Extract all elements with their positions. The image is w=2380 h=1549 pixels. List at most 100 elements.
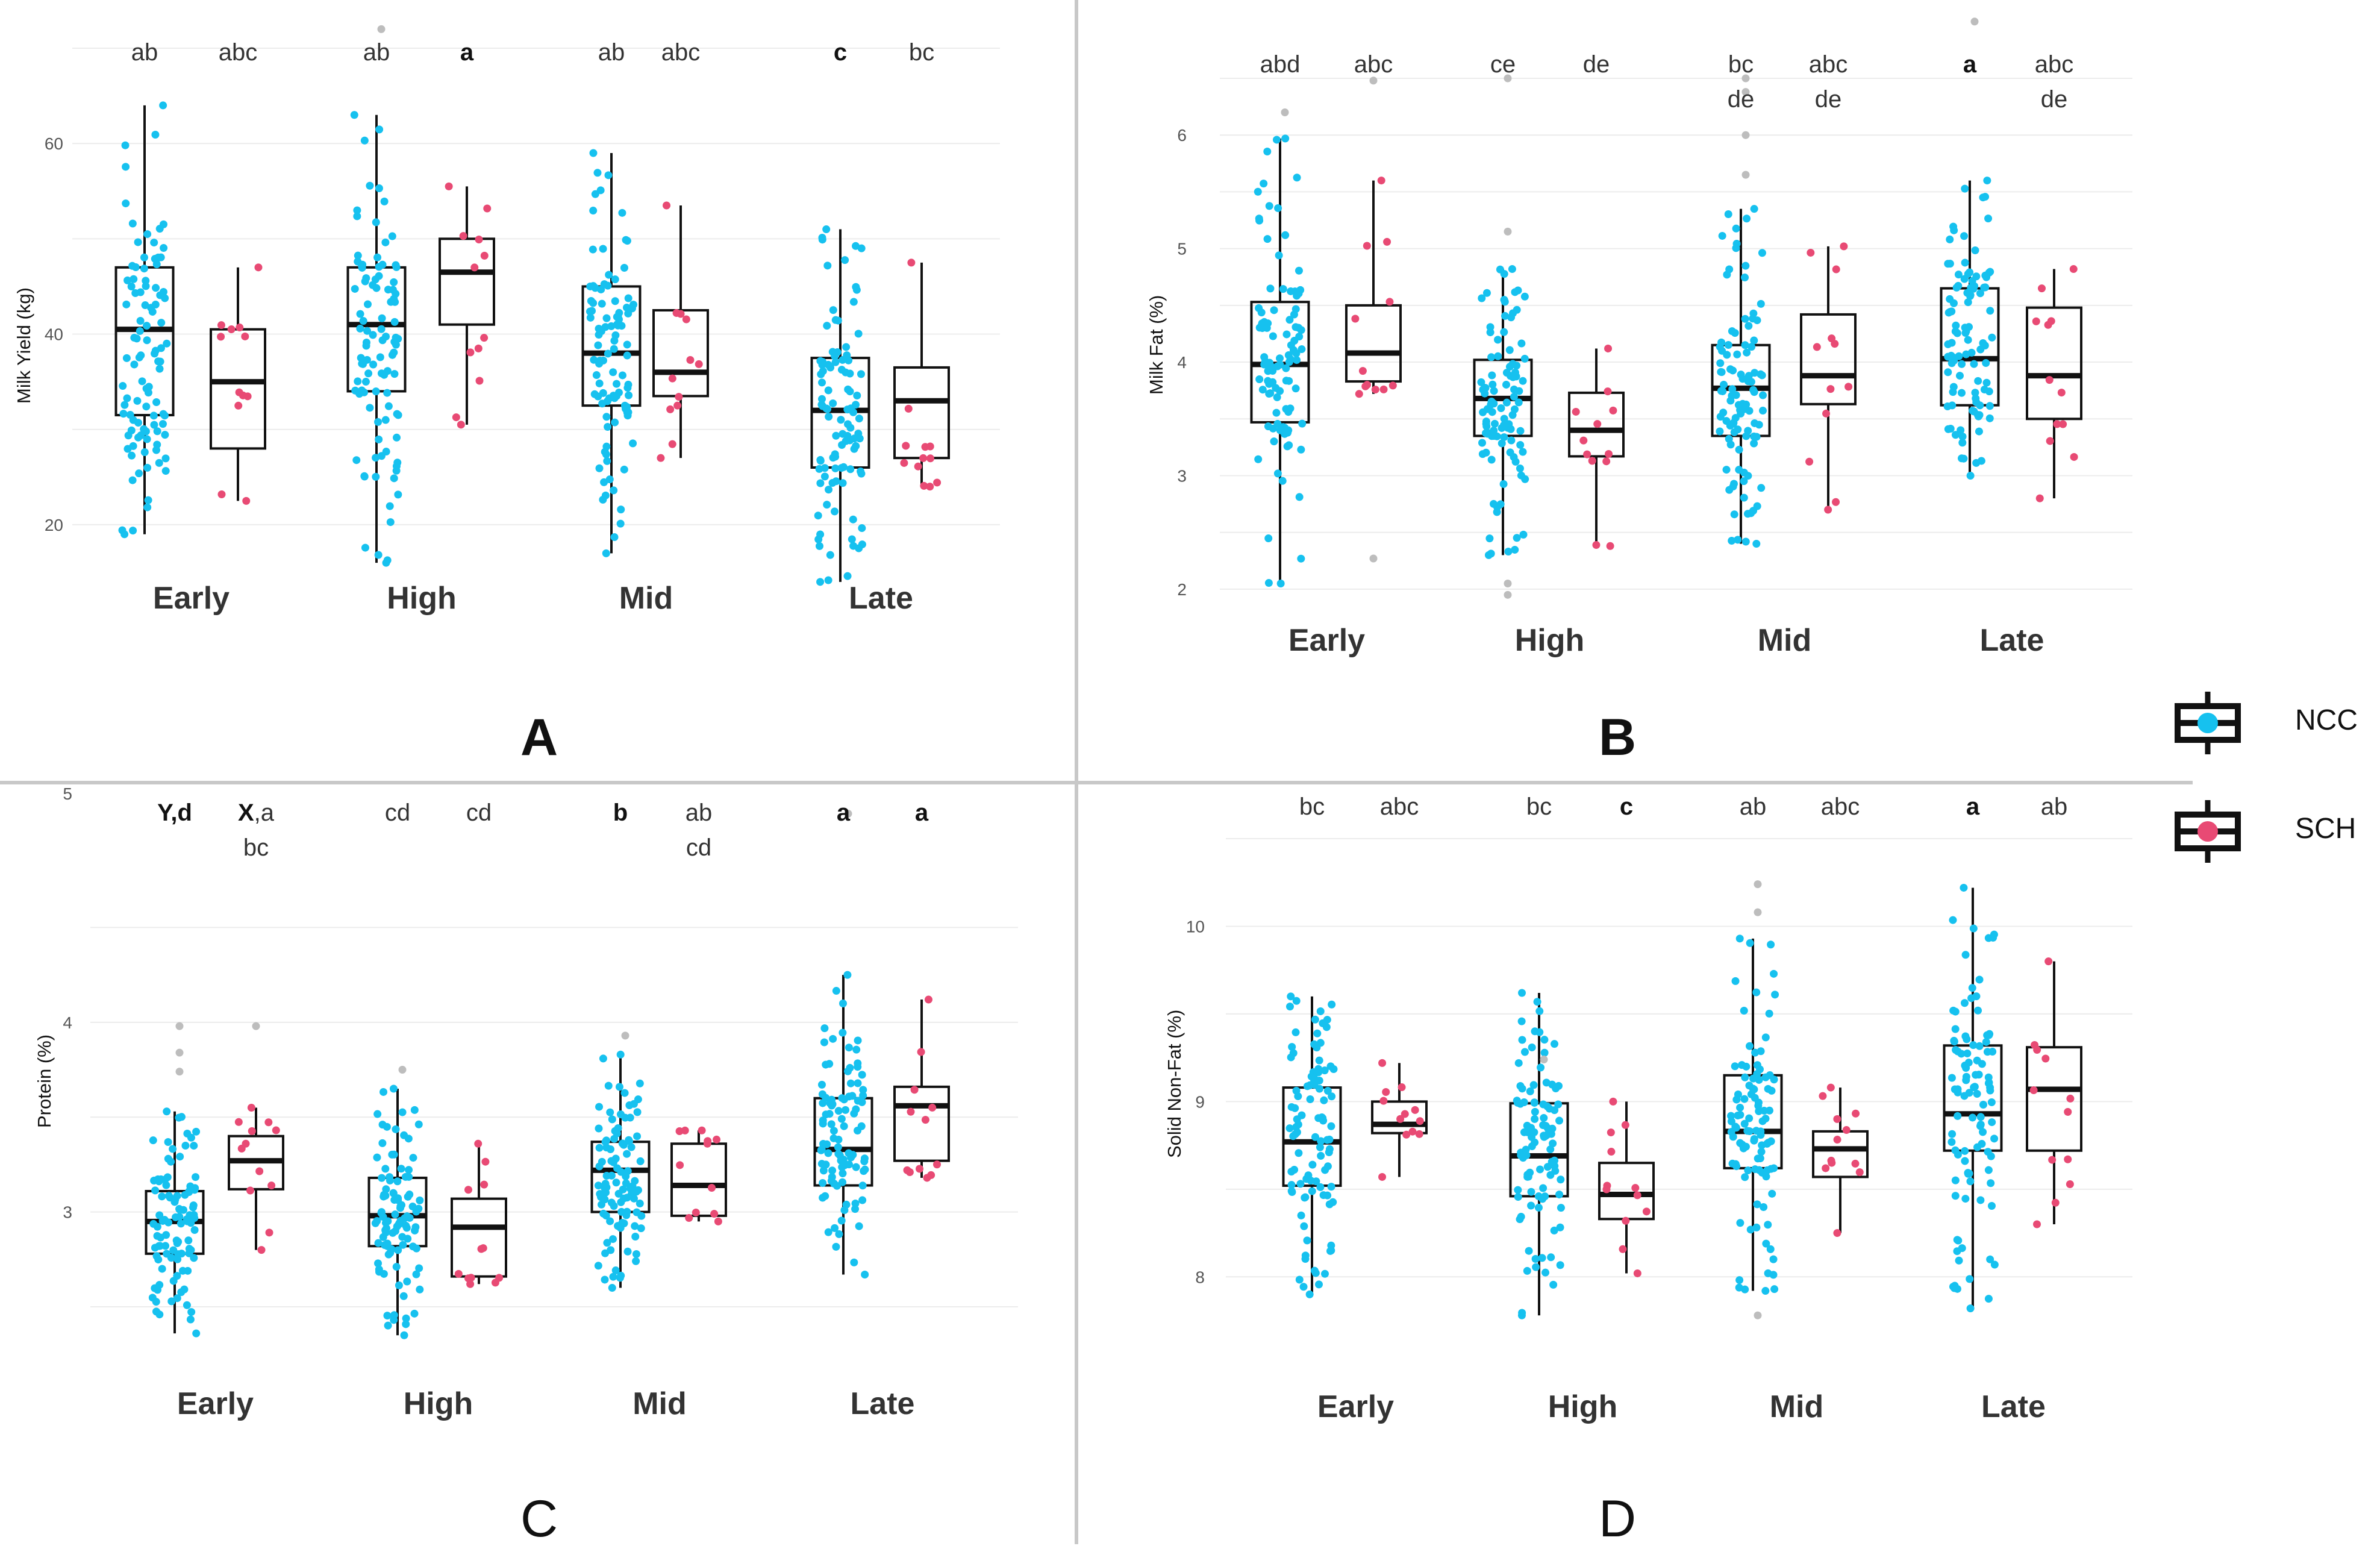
data-point <box>1326 1062 1335 1071</box>
data-point <box>1727 1117 1735 1125</box>
panel-label-d: D <box>1598 1490 1637 1548</box>
data-point <box>616 1110 625 1119</box>
x-category-label: Late <box>851 1386 915 1421</box>
data-point <box>1272 136 1281 144</box>
data-point <box>150 239 158 247</box>
data-point <box>1593 420 1602 428</box>
data-point <box>183 1301 191 1309</box>
data-point <box>1976 1113 1985 1121</box>
data-point <box>1296 286 1305 294</box>
data-point <box>151 1186 160 1195</box>
data-point <box>589 207 598 215</box>
data-point <box>164 1138 172 1147</box>
data-point <box>1966 471 1975 480</box>
jitter-points <box>371 1084 424 1339</box>
x-category-label: Late <box>1981 1389 2046 1424</box>
data-point <box>1948 401 1957 410</box>
significance-letter: ab <box>131 39 158 66</box>
data-point <box>2069 265 2078 274</box>
x-category-label: Early <box>153 581 230 616</box>
data-point <box>1960 232 1969 240</box>
data-point <box>1522 1151 1531 1159</box>
significance-letter: abd <box>1260 51 1301 78</box>
data-point <box>474 344 483 352</box>
significance-letter: X,a <box>238 800 275 826</box>
data-point <box>1535 1007 1544 1015</box>
data-point <box>161 467 170 475</box>
data-point <box>1960 883 1968 892</box>
data-point <box>623 1150 631 1158</box>
data-point <box>1287 287 1295 295</box>
data-point <box>831 316 840 324</box>
data-point <box>1987 1152 1995 1160</box>
data-point <box>1531 1254 1540 1263</box>
data-point <box>414 1204 423 1213</box>
data-point <box>1761 1287 1770 1295</box>
data-point <box>826 551 834 559</box>
data-point <box>1297 554 1305 563</box>
data-point <box>143 230 152 239</box>
data-point <box>832 987 840 995</box>
significance-letter-bold: a <box>837 800 851 826</box>
data-point <box>1757 1148 1766 1156</box>
jitter-points <box>1351 177 1397 398</box>
data-point <box>634 1095 642 1104</box>
data-point <box>620 264 628 272</box>
data-point <box>1282 405 1290 413</box>
data-point <box>1833 1136 1841 1144</box>
outlier-point <box>1741 171 1750 179</box>
data-point <box>1289 346 1298 354</box>
data-point <box>613 380 621 388</box>
data-point <box>184 1266 192 1275</box>
data-point <box>399 1292 408 1300</box>
box-iqr <box>439 237 495 326</box>
data-point <box>843 420 852 428</box>
data-point <box>849 408 857 416</box>
data-point <box>604 171 613 180</box>
data-point <box>668 374 676 383</box>
data-point <box>1717 368 1726 377</box>
data-point <box>184 1236 193 1245</box>
data-point <box>819 367 827 375</box>
data-point <box>1530 1098 1538 1107</box>
data-point <box>396 1202 405 1210</box>
data-point <box>1548 1157 1556 1166</box>
data-point <box>142 402 151 411</box>
data-point <box>1320 1096 1328 1104</box>
data-point <box>239 391 247 399</box>
data-point <box>926 442 934 451</box>
jitter-points <box>814 225 866 586</box>
data-point <box>1305 1290 1314 1298</box>
data-point <box>826 363 835 372</box>
data-point <box>1726 421 1734 430</box>
data-point <box>599 1054 607 1063</box>
x-category-label: Early <box>177 1386 254 1421</box>
data-point <box>1505 420 1513 428</box>
data-point <box>1739 1144 1748 1153</box>
data-point <box>819 1166 828 1175</box>
data-point <box>403 1277 411 1286</box>
data-point <box>1498 424 1506 432</box>
data-point <box>452 413 460 422</box>
data-point <box>175 1213 184 1221</box>
data-point <box>383 389 392 397</box>
data-point <box>217 490 226 499</box>
legend-label-sch: SCH <box>2295 813 2357 845</box>
data-point <box>357 354 365 362</box>
data-point <box>614 321 622 330</box>
data-point <box>1621 1121 1629 1129</box>
data-point <box>1517 471 1525 480</box>
data-point <box>1741 537 1750 546</box>
data-point <box>675 393 683 401</box>
data-point <box>153 427 161 436</box>
data-point <box>926 483 934 491</box>
data-point <box>1963 289 1972 297</box>
data-point <box>1519 377 1527 385</box>
box-sch-early <box>210 267 266 501</box>
data-point <box>159 287 167 296</box>
significance-letter: a <box>915 800 929 826</box>
data-point <box>861 1165 869 1174</box>
data-point <box>1516 427 1525 435</box>
data-point <box>1487 549 1495 558</box>
data-point <box>933 478 942 487</box>
